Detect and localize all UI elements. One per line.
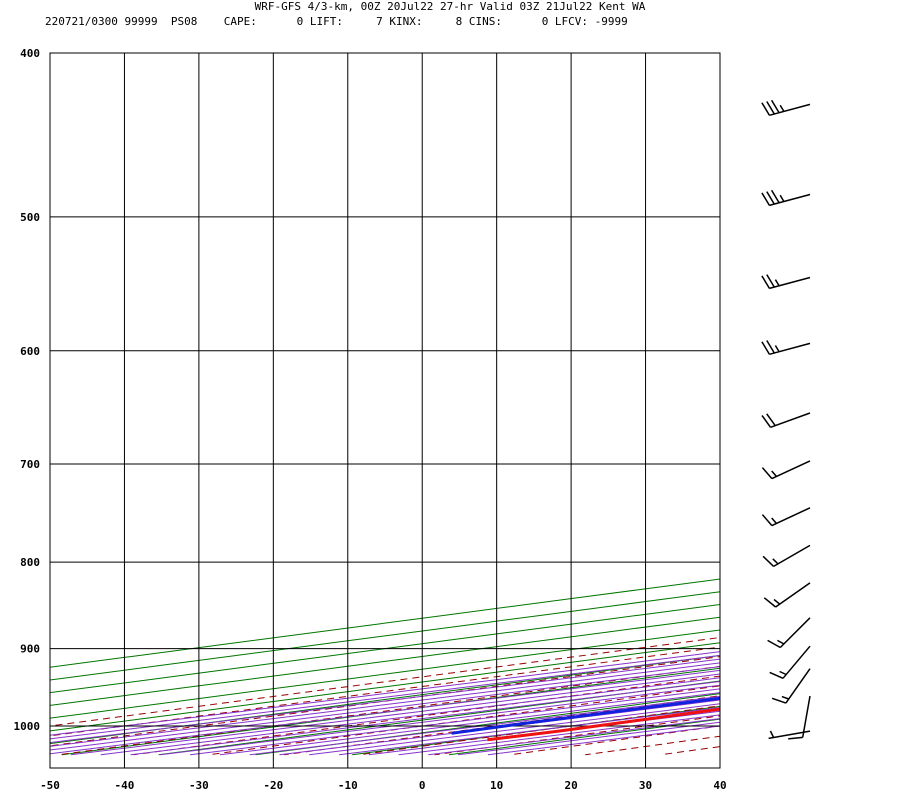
- x-tick-label: 10: [490, 779, 503, 792]
- mixing-ratio-line: [448, 718, 720, 756]
- moist-adiabat-line: [160, 684, 720, 756]
- y-tick-label: 500: [20, 211, 40, 224]
- moist-adiabat-line: [309, 703, 720, 756]
- wind-barb: [768, 730, 811, 740]
- mixing-ratio-line: [61, 667, 720, 756]
- x-tick-label: -40: [115, 779, 135, 792]
- x-tick-label: -20: [263, 779, 283, 792]
- moist-adiabat-line: [50, 662, 720, 747]
- wind-barb: [761, 507, 811, 527]
- moist-adiabat-line: [50, 669, 720, 755]
- moist-adiabat-line: [50, 654, 720, 740]
- mixing-ratio-line: [50, 603, 720, 694]
- wind-barb: [761, 99, 811, 117]
- moist-adiabat-line: [428, 718, 720, 756]
- mixing-ratio-line: [50, 654, 720, 745]
- y-tick-label: 600: [20, 345, 40, 358]
- sounding-parameters: 220721/0300 99999 PS08 CAPE: 0 LIFT: 7 K…: [45, 15, 628, 28]
- mixing-ratio-line: [50, 578, 720, 668]
- wind-barb: [763, 582, 811, 608]
- moist-adiabat-line: [368, 710, 720, 756]
- wind-barb: [769, 645, 811, 679]
- y-tick-label: 800: [20, 556, 40, 569]
- x-tick-label: -50: [40, 779, 60, 792]
- wind-barb: [771, 668, 811, 704]
- x-tick-label: -10: [338, 779, 358, 792]
- dry-adiabat-line: [133, 675, 720, 756]
- wind-barb: [761, 412, 811, 429]
- wind-barb: [761, 340, 811, 356]
- dry-adiabat-line: [660, 746, 720, 756]
- moist-adiabat-line: [487, 725, 720, 756]
- moist-adiabat-line: [100, 677, 720, 756]
- temperature-profile: [487, 707, 720, 742]
- plot-frame: [49, 52, 721, 769]
- wind-barb: [788, 695, 811, 740]
- dry-adiabat-line: [50, 646, 720, 737]
- wind-barb: [761, 274, 811, 290]
- chart-title: WRF-GFS 4/3-km, 00Z 20Jul22 27-hr Valid …: [254, 0, 646, 13]
- dry-adiabat-line: [736, 53, 900, 755]
- wind-barb: [761, 189, 811, 207]
- mixing-ratio-line: [50, 642, 720, 732]
- y-tick-label: 700: [20, 458, 40, 471]
- dry-adiabat-line: [50, 636, 720, 727]
- x-tick-label: 40: [713, 779, 726, 792]
- wind-barb: [762, 544, 811, 568]
- y-tick-label: 1000: [14, 720, 41, 733]
- mixing-ratio-line: [50, 629, 720, 719]
- dry-adiabat-line: [208, 685, 720, 756]
- wind-barb: [767, 617, 811, 649]
- moist-adiabat-line: [190, 688, 720, 756]
- dry-adiabat-line: [811, 53, 900, 755]
- mixing-ratio-line: [255, 693, 720, 756]
- mixing-ratio-line: [158, 680, 720, 756]
- moist-adiabat-line: [50, 651, 720, 736]
- moist-adiabat-line: [458, 721, 720, 756]
- mixing-ratio-line: [50, 591, 720, 681]
- mixing-ratio-line: [352, 705, 720, 756]
- dry-adiabat-line: [886, 53, 900, 755]
- x-tick-label: 0: [419, 779, 426, 792]
- x-tick-label: -30: [189, 779, 209, 792]
- mixing-ratio-line: [50, 616, 720, 706]
- dewpoint-profile: [451, 696, 720, 735]
- wind-barb: [761, 460, 811, 480]
- y-tick-label: 900: [20, 643, 40, 656]
- y-tick-label: 400: [20, 47, 40, 60]
- moist-adiabat-line: [338, 706, 720, 756]
- moist-adiabat-line: [50, 666, 720, 751]
- x-tick-label: 30: [639, 779, 652, 792]
- x-tick-label: 20: [564, 779, 577, 792]
- moist-adiabat-line: [50, 658, 720, 744]
- moist-adiabat-line: [219, 692, 720, 756]
- moist-adiabat-line: [70, 673, 720, 756]
- dry-adiabat-line: [50, 656, 720, 747]
- moist-adiabat-line: [130, 681, 720, 756]
